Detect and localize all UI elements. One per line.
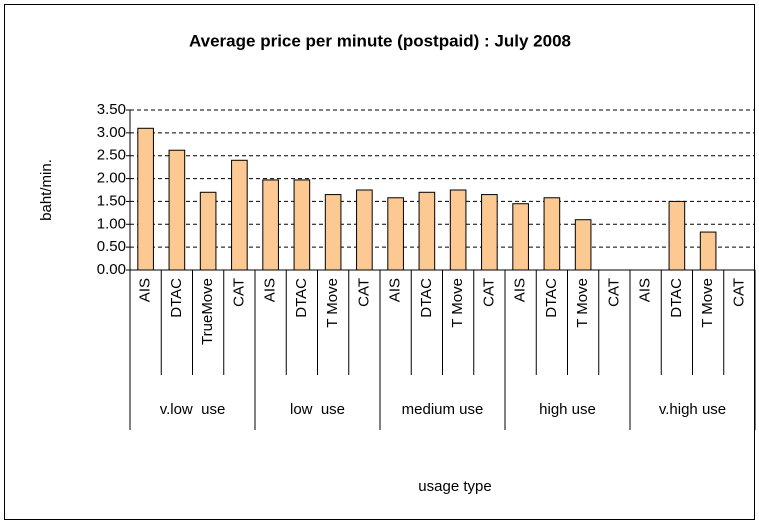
bar [449,189,467,271]
y-tick-label: 1.00 [97,215,126,232]
x-tick-label: T Move [449,278,466,328]
x-tick-label: CAT [605,278,622,307]
bar [387,197,404,271]
bar [168,149,186,271]
x-tick-label: CAT [355,278,372,307]
bar [262,179,279,271]
y-tick-label: 1.50 [97,192,126,209]
group-label: medium use [402,401,484,418]
x-tick-label: CAT [480,278,497,307]
bar [231,159,248,271]
x-tick-label: AIS [137,278,154,302]
x-tick-label: CAT [730,278,747,307]
bar [324,194,342,271]
bar [418,191,436,271]
bar [293,179,311,271]
x-tick-label: DTAC [293,278,310,318]
bar [199,191,217,271]
x-tick-label: AIS [637,278,654,302]
bar [543,197,561,271]
y-tick-label: 2.50 [97,147,126,164]
bar [137,127,154,271]
x-tick-label: AIS [512,278,529,302]
y-tick-label: 2.00 [97,170,126,187]
group-label: v.high use [659,401,726,418]
group-label: v.low use [160,401,226,418]
y-tick-label: 3.50 [97,101,126,118]
bar [481,194,498,271]
y-tick-label: 0.00 [97,261,126,278]
x-tick-label: T Move [699,278,716,328]
chart-title: Average price per minute (postpaid) : Ju… [189,31,571,50]
bar [699,231,717,271]
x-tick-label: AIS [262,278,279,302]
x-tick-label: AIS [387,278,404,302]
bar [356,189,373,271]
x-tick-label: DTAC [168,278,185,318]
bar [668,200,686,271]
x-tick-label: DTAC [418,278,435,318]
y-tick-label: 3.00 [97,124,126,141]
group-label: low use [290,401,345,418]
x-tick-label: DTAC [543,278,560,318]
y-axis-label: baht/min. [38,159,55,221]
x-axis-label: usage type [418,478,491,495]
x-tick-label: T Move [324,278,341,328]
x-tick-label: CAT [230,278,247,307]
group-label: high use [539,401,596,418]
bar [574,219,592,271]
x-tick-label: T Move [574,278,591,328]
bar [512,203,529,271]
x-tick-label: DTAC [668,278,685,318]
y-tick-label: 0.50 [97,238,126,255]
x-tick-label: TrueMove [199,278,216,345]
